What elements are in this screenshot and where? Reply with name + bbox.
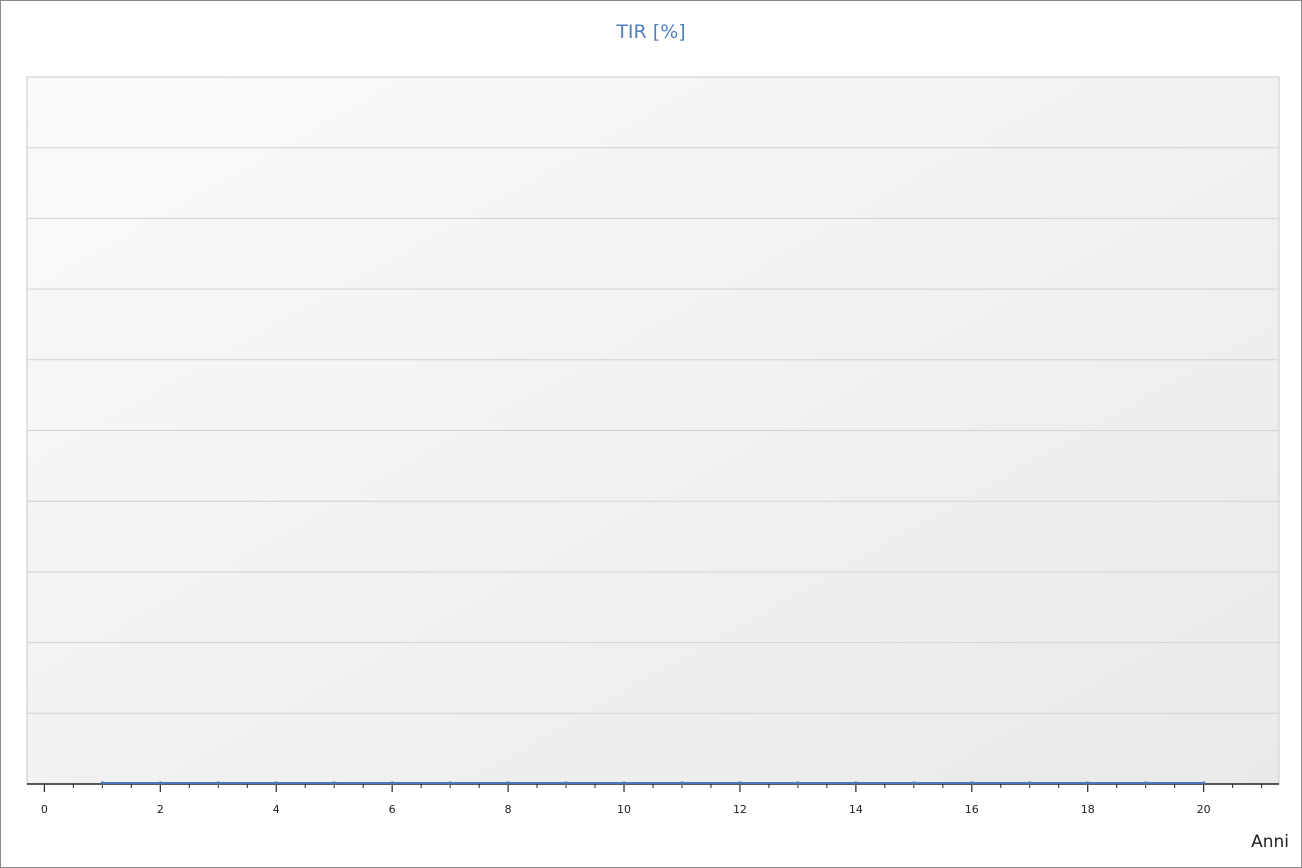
data-point: [158, 781, 162, 785]
x-axis-label: Anni: [1251, 832, 1289, 852]
data-point: [1028, 781, 1032, 785]
data-point: [1086, 781, 1090, 785]
data-point: [738, 781, 742, 785]
data-point: [854, 781, 858, 785]
data-point: [506, 781, 510, 785]
data-point: [274, 781, 278, 785]
data-point: [622, 781, 626, 785]
data-point: [912, 781, 916, 785]
x-tick-label: 10: [617, 803, 631, 816]
x-tick-label: 18: [1081, 803, 1095, 816]
x-tick-label: 14: [849, 803, 863, 816]
data-point: [100, 781, 104, 785]
x-tick-label: 8: [505, 803, 512, 816]
data-point: [332, 781, 336, 785]
x-tick-label: 0: [41, 803, 48, 816]
data-point: [796, 781, 800, 785]
data-point: [970, 781, 974, 785]
x-tick-label: 12: [733, 803, 747, 816]
data-point: [564, 781, 568, 785]
chart-title: TIR [%]: [616, 21, 686, 43]
data-point: [680, 781, 684, 785]
x-tick-label: 16: [965, 803, 979, 816]
x-tick-label: 4: [273, 803, 280, 816]
data-point: [1202, 781, 1206, 785]
data-point: [216, 781, 220, 785]
data-point: [1144, 781, 1148, 785]
series-layer: [100, 781, 1206, 785]
x-tick-label: 2: [157, 803, 164, 816]
data-point: [448, 781, 452, 785]
x-tick-label: 20: [1197, 803, 1211, 816]
data-point: [390, 781, 394, 785]
x-axis: 0 2 4 6 8 10 12 14 16 18 20: [27, 783, 1279, 816]
gridlines: [27, 147, 1279, 714]
x-tick-label: 6: [389, 803, 396, 816]
